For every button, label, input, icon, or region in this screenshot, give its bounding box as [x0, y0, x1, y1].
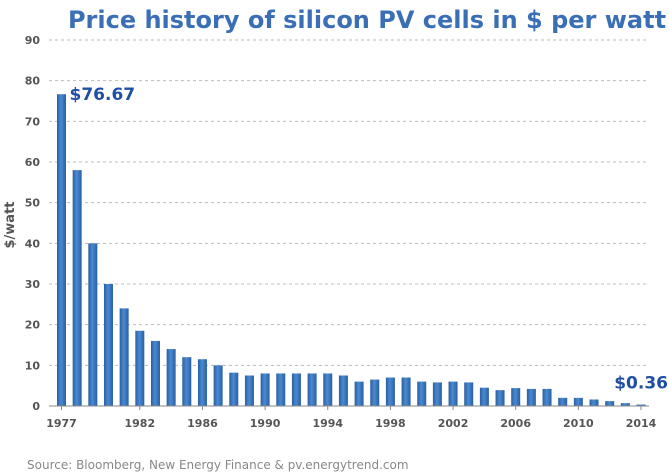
x-tick-label: 1986	[187, 417, 218, 430]
bar	[229, 372, 239, 406]
y-axis-ticks: 0 10 20 30 40 50 60 70 80 90	[25, 34, 41, 413]
bar	[542, 388, 552, 406]
bar	[432, 382, 442, 406]
data-label: $0.36	[614, 374, 668, 394]
bar	[354, 381, 364, 406]
y-tick-label: 30	[25, 278, 41, 291]
bar	[276, 373, 286, 406]
bar	[119, 308, 129, 406]
bar	[103, 284, 113, 406]
bar	[197, 359, 207, 406]
bar	[448, 381, 458, 406]
bar	[636, 404, 646, 406]
bar	[150, 340, 160, 406]
x-tick-label: 2010	[563, 417, 594, 430]
bar	[589, 399, 599, 406]
bar	[464, 382, 474, 406]
bar	[291, 373, 301, 406]
y-tick-label: 40	[25, 237, 41, 250]
y-tick-label: 60	[25, 156, 41, 169]
bar	[260, 373, 270, 406]
bar	[558, 397, 568, 406]
bar	[88, 243, 98, 406]
x-tick-label: 2014	[626, 417, 657, 430]
y-tick-label: 50	[25, 197, 41, 210]
bar	[338, 375, 348, 406]
bar	[323, 373, 333, 406]
bar	[526, 388, 536, 406]
bar	[479, 387, 489, 406]
annotations: $76.67 $0.36	[70, 85, 669, 393]
y-tick-label: 10	[25, 359, 41, 372]
bar	[573, 397, 583, 406]
bar	[495, 390, 505, 406]
source-note: Source: Bloomberg, New Energy Finance & …	[27, 458, 409, 472]
bar	[605, 401, 615, 406]
bar	[620, 403, 630, 406]
data-label: $76.67	[70, 85, 136, 105]
x-tick-label: 1977	[46, 417, 77, 430]
chart-title: Price history of silicon PV cells in $ p…	[68, 6, 666, 34]
bar	[135, 330, 145, 406]
bar	[401, 377, 411, 406]
bar	[72, 170, 82, 406]
bar	[370, 379, 380, 406]
bar	[166, 349, 176, 406]
x-axis-ticks: 1977 1982 1986 1990 1994 1998 2002 2006 2010 2014	[46, 406, 657, 430]
bar	[57, 94, 66, 406]
x-tick-label: 2002	[438, 417, 469, 430]
bar	[307, 373, 317, 406]
x-tick-label: 1982	[124, 417, 155, 430]
y-tick-label: 90	[25, 34, 41, 47]
x-tick-label: 2006	[500, 417, 531, 430]
bar	[385, 377, 395, 406]
x-tick-label: 1994	[312, 417, 343, 430]
bar	[244, 375, 254, 406]
y-tick-label: 20	[25, 319, 41, 332]
bars	[57, 94, 646, 406]
y-tick-label: 0	[32, 400, 40, 413]
x-tick-label: 1990	[250, 417, 281, 430]
y-axis-title: $/watt	[3, 201, 18, 248]
bar	[511, 388, 521, 406]
x-tick-label: 1998	[375, 417, 406, 430]
bar	[213, 365, 223, 406]
y-tick-label: 80	[25, 75, 41, 88]
bar	[182, 357, 192, 406]
grid-layer	[49, 39, 649, 366]
bar	[417, 381, 427, 406]
y-tick-label: 70	[25, 115, 41, 128]
